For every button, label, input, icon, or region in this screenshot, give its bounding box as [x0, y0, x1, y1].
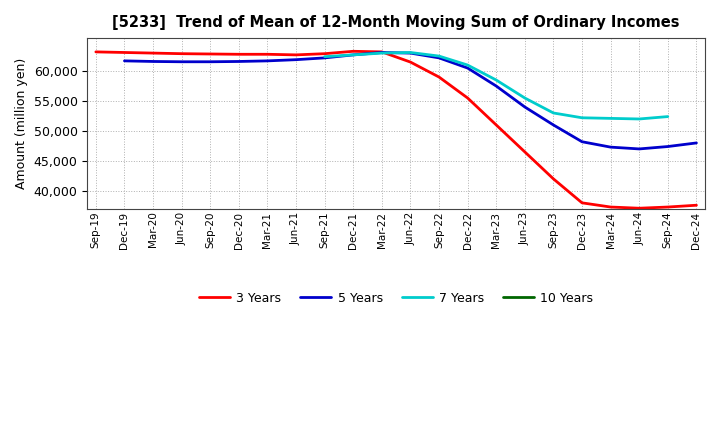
7 Years	[606, 116, 615, 121]
3 Years	[692, 202, 701, 208]
7 Years	[377, 51, 386, 56]
7 Years	[349, 52, 358, 58]
3 Years	[120, 50, 129, 55]
5 Years	[577, 139, 586, 144]
3 Years	[320, 51, 329, 56]
3 Years	[606, 205, 615, 210]
3 Years	[435, 74, 444, 80]
3 Years	[549, 176, 558, 182]
Legend: 3 Years, 5 Years, 7 Years, 10 Years: 3 Years, 5 Years, 7 Years, 10 Years	[194, 287, 598, 310]
7 Years	[492, 77, 500, 83]
5 Years	[435, 55, 444, 61]
5 Years	[549, 122, 558, 128]
3 Years	[521, 149, 529, 154]
5 Years	[606, 144, 615, 150]
Line: 7 Years: 7 Years	[325, 52, 668, 119]
3 Years	[292, 52, 300, 58]
5 Years	[149, 59, 158, 64]
3 Years	[206, 51, 215, 57]
5 Years	[292, 57, 300, 62]
5 Years	[120, 58, 129, 63]
3 Years	[235, 51, 243, 57]
3 Years	[492, 122, 500, 128]
3 Years	[177, 51, 186, 56]
3 Years	[263, 51, 271, 57]
7 Years	[320, 54, 329, 59]
7 Years	[635, 116, 644, 121]
5 Years	[349, 52, 358, 58]
5 Years	[692, 140, 701, 146]
5 Years	[635, 146, 644, 151]
3 Years	[377, 49, 386, 55]
5 Years	[320, 55, 329, 61]
7 Years	[521, 95, 529, 101]
5 Years	[406, 51, 415, 56]
5 Years	[206, 59, 215, 64]
3 Years	[406, 59, 415, 65]
Y-axis label: Amount (million yen): Amount (million yen)	[15, 58, 28, 189]
5 Years	[377, 50, 386, 55]
3 Years	[349, 49, 358, 54]
7 Years	[406, 50, 415, 55]
5 Years	[263, 58, 271, 63]
Line: 3 Years: 3 Years	[96, 51, 696, 208]
7 Years	[577, 115, 586, 121]
3 Years	[577, 200, 586, 205]
3 Years	[664, 205, 672, 210]
7 Years	[664, 114, 672, 119]
3 Years	[635, 205, 644, 211]
7 Years	[435, 53, 444, 59]
5 Years	[177, 59, 186, 64]
3 Years	[91, 49, 100, 55]
7 Years	[549, 110, 558, 116]
3 Years	[149, 51, 158, 56]
Title: [5233]  Trend of Mean of 12-Month Moving Sum of Ordinary Incomes: [5233] Trend of Mean of 12-Month Moving …	[112, 15, 680, 30]
7 Years	[463, 62, 472, 68]
5 Years	[492, 84, 500, 89]
5 Years	[463, 66, 472, 71]
Line: 5 Years: 5 Years	[125, 52, 696, 149]
3 Years	[463, 95, 472, 101]
5 Years	[235, 59, 243, 64]
5 Years	[521, 104, 529, 110]
5 Years	[664, 144, 672, 149]
